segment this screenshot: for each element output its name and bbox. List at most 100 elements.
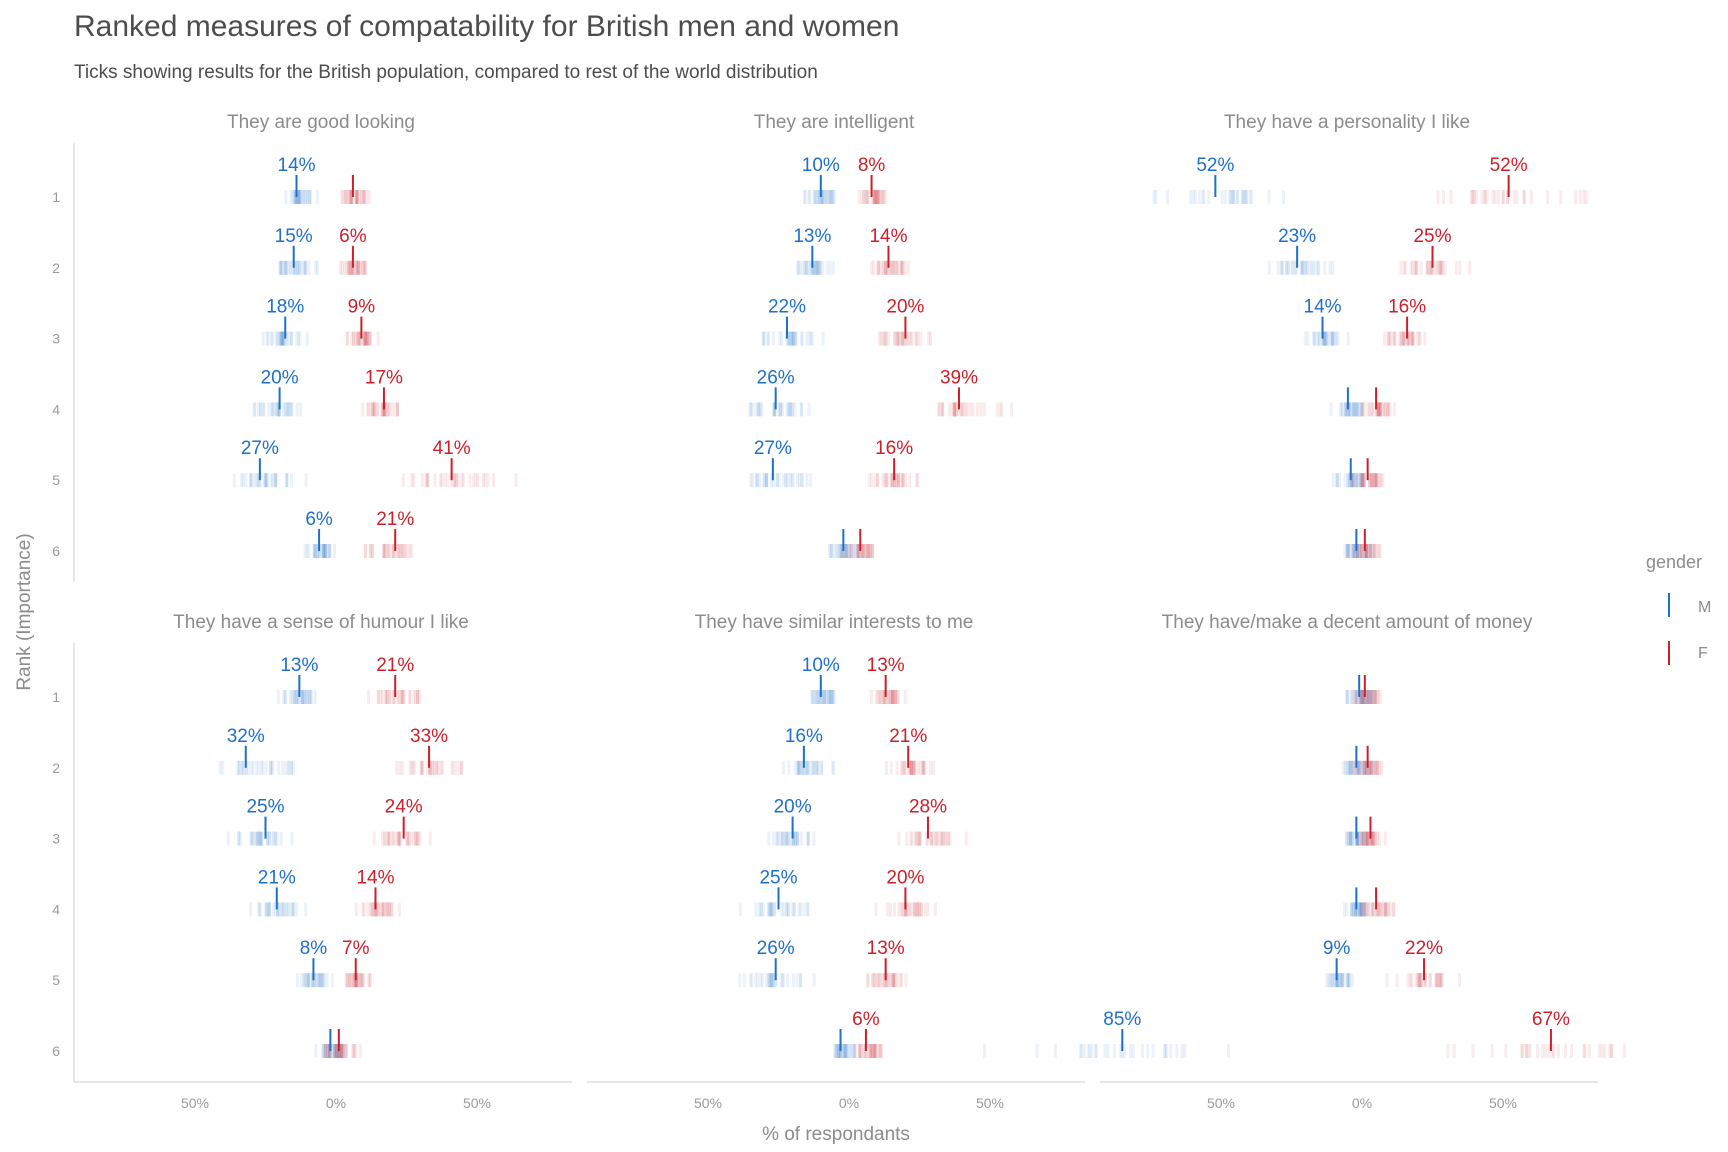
world-distribution-mark <box>858 1044 862 1058</box>
world-distribution-mark <box>400 544 404 558</box>
world-distribution-mark <box>1367 831 1371 846</box>
world-distribution-mark <box>308 190 312 204</box>
world-distribution-mark <box>1351 831 1355 846</box>
world-distribution-mark <box>283 690 287 704</box>
world-distribution-mark <box>1375 473 1379 488</box>
world-distribution-mark <box>1314 260 1318 275</box>
world-distribution-mark <box>1388 331 1392 346</box>
world-distribution-mark <box>315 544 319 558</box>
world-distribution-mark <box>1242 190 1246 204</box>
world-distribution-mark <box>398 831 402 846</box>
world-distribution-mark <box>761 331 765 346</box>
y-tick-label: 2 <box>52 760 60 776</box>
world-distribution-mark <box>280 260 284 275</box>
world-distribution-mark <box>1364 544 1368 558</box>
world-distribution-mark <box>1354 473 1358 488</box>
world-distribution-mark <box>382 544 386 558</box>
world-distribution-mark <box>1474 190 1478 204</box>
world-distribution-mark <box>1364 831 1368 846</box>
world-distribution-mark <box>1343 473 1347 488</box>
world-distribution-mark <box>814 760 818 775</box>
world-distribution-mark <box>812 831 816 846</box>
world-distribution-mark <box>785 402 789 417</box>
world-distribution-mark <box>738 973 742 988</box>
world-distribution-mark <box>1393 402 1397 417</box>
world-distribution-mark <box>1417 331 1421 346</box>
world-distribution-mark <box>1152 190 1156 204</box>
world-distribution-mark <box>821 331 825 346</box>
world-distribution-mark <box>1250 190 1254 204</box>
world-distribution-mark <box>400 544 404 558</box>
world-distribution-mark <box>312 544 316 558</box>
world-distribution-mark <box>773 402 777 417</box>
value-label-f: 28% <box>909 797 947 818</box>
world-distribution-mark <box>1349 831 1353 846</box>
world-distribution-mark <box>1365 831 1369 846</box>
world-distribution-mark <box>897 831 901 846</box>
world-distribution-mark <box>773 902 777 917</box>
world-distribution-mark <box>1146 1044 1150 1058</box>
world-distribution-mark <box>428 831 432 846</box>
world-distribution-mark <box>1141 1044 1145 1058</box>
world-distribution-mark <box>1365 831 1369 846</box>
value-label-f: 39% <box>940 367 978 388</box>
world-distribution-mark <box>1343 544 1347 558</box>
world-distribution-mark <box>1267 260 1271 275</box>
world-distribution-mark <box>435 760 439 775</box>
world-distribution-mark <box>1374 690 1378 704</box>
world-distribution-mark <box>1348 831 1352 846</box>
world-distribution-mark <box>867 473 871 488</box>
world-distribution-mark <box>770 902 774 917</box>
world-distribution-mark <box>901 260 905 275</box>
world-distribution-mark <box>1438 260 1442 275</box>
world-distribution-mark <box>306 973 310 988</box>
world-distribution-mark <box>935 831 939 846</box>
world-distribution-mark <box>380 402 384 417</box>
world-distribution-mark <box>319 973 323 988</box>
world-distribution-mark <box>793 402 797 417</box>
world-distribution-mark <box>309 190 313 204</box>
world-distribution-mark <box>943 831 947 846</box>
world-distribution-mark <box>812 260 816 275</box>
world-distribution-mark <box>920 902 924 917</box>
world-distribution-mark <box>856 544 860 558</box>
world-distribution-mark <box>765 473 769 488</box>
world-distribution-mark <box>399 690 403 704</box>
world-distribution-mark <box>1547 1044 1551 1058</box>
world-distribution-mark <box>380 831 384 846</box>
world-distribution-mark <box>796 831 800 846</box>
world-distribution-mark <box>1228 190 1232 204</box>
world-distribution-mark <box>813 260 817 275</box>
world-distribution-mark <box>384 902 388 917</box>
world-distribution-mark <box>1389 331 1393 346</box>
world-distribution-mark <box>278 260 282 275</box>
world-distribution-mark <box>305 544 309 558</box>
world-distribution-mark <box>786 902 790 917</box>
world-distribution-mark <box>893 331 897 346</box>
world-distribution-mark <box>877 190 881 204</box>
world-distribution-mark <box>757 402 761 417</box>
world-distribution-mark <box>232 473 236 488</box>
world-distribution-mark <box>1361 690 1365 704</box>
world-distribution-mark <box>1090 1044 1094 1058</box>
world-distribution-mark <box>257 902 261 917</box>
world-distribution-mark <box>870 473 874 488</box>
world-distribution-mark <box>885 760 889 775</box>
world-distribution-mark <box>847 544 851 558</box>
world-distribution-mark <box>397 544 401 558</box>
world-distribution-mark <box>870 544 874 558</box>
world-distribution-mark <box>358 190 362 204</box>
world-distribution-mark <box>1368 690 1372 704</box>
world-distribution-mark <box>1418 973 1422 988</box>
value-label-m: 52% <box>1196 155 1234 176</box>
world-distribution-mark <box>1353 473 1357 488</box>
world-distribution-mark <box>828 544 832 558</box>
world-distribution-mark <box>323 973 327 988</box>
world-distribution-mark <box>315 190 319 204</box>
world-distribution-mark <box>296 260 300 275</box>
world-distribution-mark <box>348 260 352 275</box>
world-distribution-mark <box>781 831 785 846</box>
world-distribution-mark <box>890 690 894 704</box>
world-distribution-mark <box>787 902 791 917</box>
world-distribution-mark <box>1384 902 1388 917</box>
